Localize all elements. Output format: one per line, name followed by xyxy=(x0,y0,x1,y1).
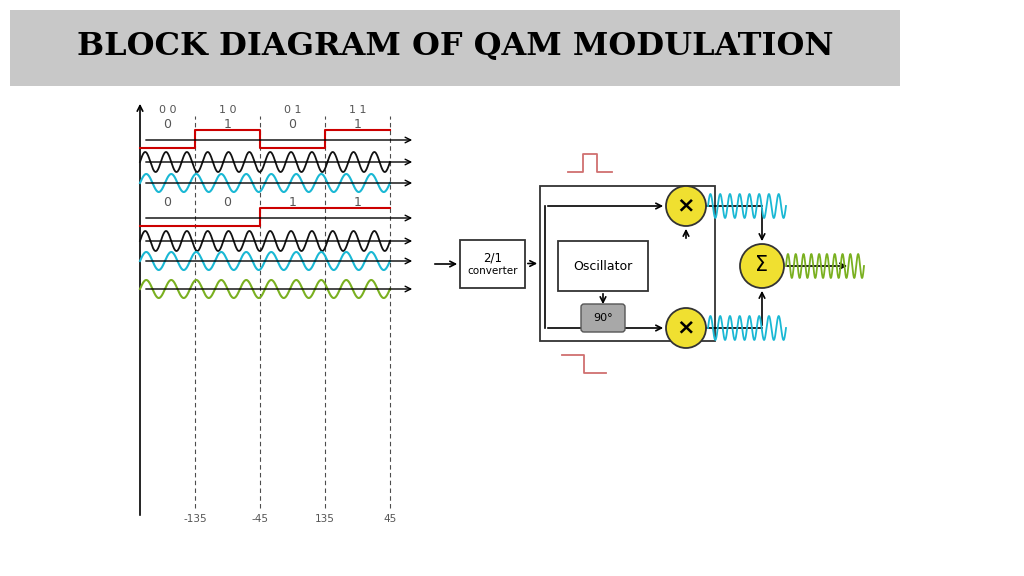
Text: 1: 1 xyxy=(223,118,231,131)
FancyBboxPatch shape xyxy=(581,304,625,332)
Text: 1: 1 xyxy=(289,195,296,209)
Text: 90°: 90° xyxy=(593,313,612,323)
Text: ×: × xyxy=(677,195,695,215)
Text: 0 0: 0 0 xyxy=(159,105,176,115)
Text: converter: converter xyxy=(467,266,518,276)
FancyBboxPatch shape xyxy=(460,240,525,288)
Text: -45: -45 xyxy=(252,514,268,524)
Text: Oscillator: Oscillator xyxy=(573,260,633,272)
Text: 1 1: 1 1 xyxy=(349,105,367,115)
Circle shape xyxy=(666,186,706,226)
Text: 1: 1 xyxy=(353,195,361,209)
Text: 2/1: 2/1 xyxy=(483,252,502,264)
Text: -135: -135 xyxy=(183,514,207,524)
Text: 0 1: 0 1 xyxy=(284,105,301,115)
Circle shape xyxy=(666,308,706,348)
FancyBboxPatch shape xyxy=(558,241,648,291)
Circle shape xyxy=(740,244,784,288)
Text: 135: 135 xyxy=(315,514,335,524)
Text: ×: × xyxy=(677,317,695,337)
Text: 45: 45 xyxy=(383,514,396,524)
Text: 0: 0 xyxy=(164,118,171,131)
Text: 0: 0 xyxy=(289,118,297,131)
Text: 0: 0 xyxy=(164,195,171,209)
FancyBboxPatch shape xyxy=(10,10,900,86)
Text: 1 0: 1 0 xyxy=(219,105,237,115)
Text: Σ: Σ xyxy=(756,255,769,275)
Text: 0: 0 xyxy=(223,195,231,209)
Text: BLOCK DIAGRAM OF QAM MODULATION: BLOCK DIAGRAM OF QAM MODULATION xyxy=(77,31,834,62)
Text: 1: 1 xyxy=(353,118,361,131)
